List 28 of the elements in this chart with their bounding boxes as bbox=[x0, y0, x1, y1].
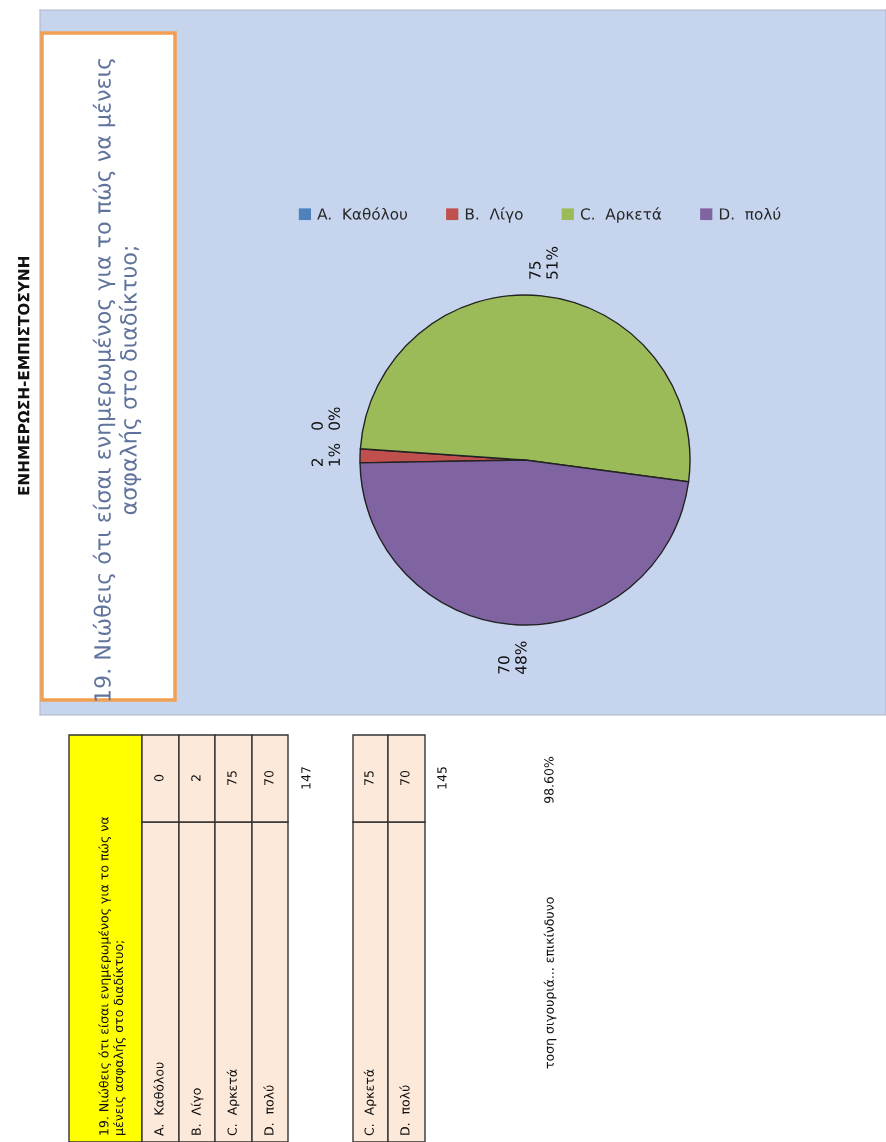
text: 145 bbox=[437, 767, 447, 789]
text: 2 bbox=[191, 775, 201, 782]
legend-label: D. πολύ bbox=[719, 207, 781, 220]
text: 70 bbox=[400, 770, 410, 785]
text: C. Αρκετά bbox=[226, 1069, 240, 1136]
text: D. πολύ bbox=[399, 1085, 410, 1135]
text: ΕΝΗΜΕΡΩΣΗ-ΕΜΠΙΣΤΟΣΥΝΗ bbox=[17, 256, 30, 495]
text: 0 bbox=[154, 774, 164, 782]
text: C. Αρκετά bbox=[363, 1069, 377, 1136]
text: A. Καθόλου bbox=[153, 1062, 164, 1136]
text: 75 bbox=[364, 771, 374, 785]
text: 75 bbox=[227, 771, 237, 785]
data-label: 2 1% bbox=[311, 443, 341, 466]
text: 147 bbox=[301, 767, 311, 789]
legend-label: B. Λίγο bbox=[465, 207, 523, 223]
text: 0% bbox=[328, 407, 341, 430]
data-label: 75 51% bbox=[529, 246, 558, 279]
legend-label: C. Αρκετά bbox=[580, 207, 662, 223]
text: B. Λίγο bbox=[190, 1088, 204, 1135]
text: 19. Νιώθεις ότι είσαι ενημερωμένος για το πώς να μένεις ασφαλής στο διαδίκτυο; bbox=[98, 817, 126, 1135]
text: 19. Νιώθεις ότι είσαι ενημερωμένος για το πώς να μένεις ασφαλής στο διαδίκτυο; bbox=[92, 59, 142, 701]
data-label: 70 48% bbox=[497, 641, 527, 674]
text: 98.60% bbox=[544, 756, 554, 804]
text: τοση σιγουριά... επικίνδυνο bbox=[543, 897, 557, 1069]
text: D. πολύ bbox=[263, 1085, 274, 1135]
legend-label: A. Καθόλου bbox=[317, 207, 407, 220]
text: 70 bbox=[264, 770, 274, 785]
text: 0 bbox=[311, 422, 323, 430]
